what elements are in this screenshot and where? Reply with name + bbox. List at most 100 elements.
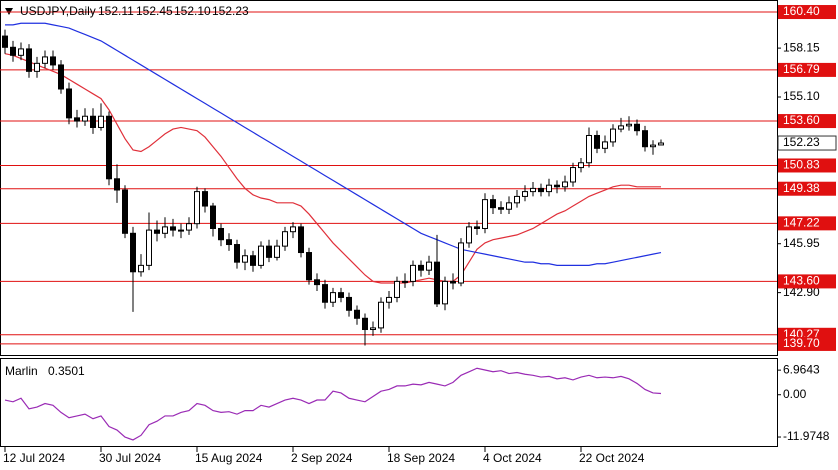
candle-body [234, 244, 240, 263]
candle-body [10, 46, 16, 56]
candle-body [298, 226, 304, 254]
candle-body [522, 191, 528, 197]
candle-body [282, 231, 288, 247]
candle-body [258, 245, 264, 266]
candle-body [226, 239, 232, 246]
main-frame [0, 0, 778, 356]
candle-body [18, 48, 24, 56]
candle-body [602, 141, 608, 149]
candle-body [634, 123, 640, 132]
candle-body [66, 88, 72, 119]
candle-body [194, 191, 200, 225]
indicator-frame [0, 358, 778, 447]
candle-body [546, 184, 552, 193]
x-tick-label: 30 Jul 2024 [99, 451, 161, 465]
candle-body [618, 125, 624, 130]
level-label-box [778, 62, 836, 77]
candle-body [98, 115, 104, 128]
header-high: 152.45 [136, 4, 173, 18]
candle-body [162, 226, 168, 234]
candle-body [514, 195, 520, 204]
candle-body [90, 115, 96, 128]
candle-body [50, 56, 56, 66]
x-tick-label: 22 Oct 2024 [579, 451, 645, 465]
candle-body [34, 62, 40, 72]
candle-body [426, 261, 432, 271]
candle-body [402, 280, 408, 283]
candle-body [506, 202, 512, 210]
candle-body [314, 279, 320, 286]
candle-body [474, 226, 480, 229]
header-arrow [5, 8, 13, 15]
candle-body [570, 167, 576, 183]
candle-body [490, 199, 496, 209]
candle-body [354, 309, 360, 319]
candle-body [658, 142, 664, 146]
candle-body [130, 232, 136, 273]
candle-body [378, 301, 384, 329]
y-tick-label: -11.9748 [783, 429, 830, 443]
y-tick-label: 0.00 [783, 387, 807, 401]
level-label: 160.40 [783, 4, 820, 18]
level-label: 147.22 [783, 216, 820, 230]
candle-body [242, 255, 248, 263]
candle-body [610, 128, 616, 143]
candle-body [362, 317, 368, 331]
level-label-box [778, 274, 836, 289]
candle-body [530, 187, 536, 193]
moving-average [4, 53, 661, 284]
candle-body [26, 48, 32, 72]
candle-body [290, 226, 296, 233]
candle-body [210, 205, 216, 229]
indicator-line [4, 367, 662, 441]
candle-body [338, 292, 344, 298]
candle-body [266, 245, 272, 258]
candle-body [434, 261, 440, 305]
candle-body [322, 284, 328, 303]
level-label-box [778, 5, 836, 20]
candle-body [186, 223, 192, 231]
candle-body [122, 189, 128, 234]
candle-body [178, 229, 184, 232]
candle-body [330, 292, 336, 303]
candle-body [554, 184, 560, 188]
price-label: 152.23 [783, 135, 820, 149]
level-label: 150.83 [783, 158, 820, 172]
candle-body [466, 226, 472, 244]
level-label-box [778, 216, 836, 231]
y-tick-label: 6.9643 [783, 362, 820, 376]
candle-body [482, 199, 488, 229]
candle-body [370, 327, 376, 331]
x-tick-label: 15 Aug 2024 [195, 451, 263, 465]
candle-body [170, 226, 176, 231]
level-label: 139.70 [783, 336, 820, 350]
y-tick-label: 158.15 [783, 40, 820, 54]
candle-body [586, 134, 592, 164]
candle-body [562, 181, 568, 188]
indicator-title: Marlin [5, 364, 38, 378]
level-label: 143.60 [783, 274, 820, 288]
candle-body [106, 115, 112, 180]
moving-average [5, 22, 662, 266]
candle-body [42, 56, 48, 64]
candle-body [450, 280, 456, 284]
x-tick-label: 4 Oct 2024 [483, 451, 542, 465]
candle-body [58, 64, 64, 90]
candle-body [538, 187, 544, 193]
candle-body [418, 264, 424, 271]
candle-body [218, 227, 224, 241]
candle-body [642, 130, 648, 148]
y-tick-label: 145.95 [783, 236, 820, 250]
level-label: 153.60 [783, 113, 820, 127]
candle-body [594, 134, 600, 149]
candle-body [498, 207, 504, 210]
candle-body [74, 117, 80, 122]
x-tick-label: 12 Jul 2024 [3, 451, 65, 465]
candle-body [274, 245, 280, 258]
candle-body [146, 229, 152, 266]
candle-body [154, 229, 160, 234]
candle-body [82, 115, 88, 122]
level-label-box [778, 181, 836, 196]
level-label: 149.38 [783, 181, 820, 195]
